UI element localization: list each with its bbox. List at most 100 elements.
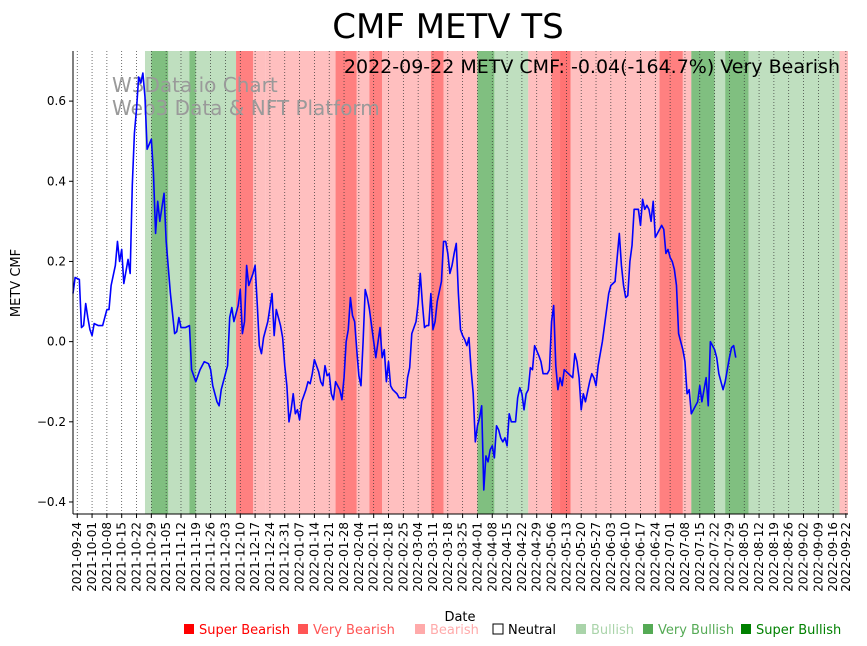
x-tick-label: 2022-02-25 (396, 522, 410, 592)
x-axis-ticks: 2021-09-24 2021-10-01 2021-10-08 2021-10-15… (70, 514, 853, 592)
x-tick-label: 2022-06-10 (619, 522, 633, 592)
region-bearish (265, 51, 336, 514)
x-tick-label: 2021-12-17 (248, 522, 262, 592)
x-tick-label: 2021-12-03 (218, 522, 232, 592)
x-tick-label: 2022-01-07 (293, 522, 307, 592)
x-tick-label: 2022-02-18 (382, 522, 396, 592)
axes (72, 51, 848, 515)
legend-label: Super Bullish (756, 623, 841, 638)
x-tick-label: 2022-05-27 (589, 522, 603, 592)
x-tick-label: 2021-11-12 (174, 522, 188, 592)
watermark-line-1: W3Data.io Chart (112, 73, 278, 97)
region-very-bearish (369, 51, 383, 514)
x-tick-label: 2022-05-13 (559, 522, 573, 592)
x-tick-label: 2021-09-24 (70, 522, 84, 592)
region-bullish (168, 51, 190, 514)
chart-annotation: 2022-09-22 METV CMF: -0.04(-164.7%) Very… (344, 56, 840, 78)
x-tick-label: 2022-07-15 (693, 522, 707, 592)
region-bullish (748, 51, 777, 514)
legend-swatch (576, 624, 586, 634)
y-tick-label: 0.6 (47, 94, 66, 108)
x-tick-label: 2022-03-11 (426, 522, 440, 592)
x-tick-label: 2022-05-20 (574, 522, 588, 592)
legend-swatch (741, 624, 751, 634)
region-bearish (839, 51, 848, 514)
x-tick-label: 2021-11-05 (159, 522, 173, 592)
y-axis-label: METV CMF (9, 249, 24, 317)
sentiment-regions (144, 51, 848, 514)
region-bearish (382, 51, 431, 514)
y-tick-label: 0.0 (47, 335, 66, 349)
x-tick-label: 2021-10-22 (130, 522, 144, 592)
region-bearish (581, 51, 660, 514)
legend-label: Bearish (430, 623, 479, 638)
region-very-bullish (691, 51, 715, 514)
x-tick-label: 2022-03-25 (456, 522, 470, 592)
x-tick-label: 2022-08-26 (782, 522, 796, 592)
region-bearish (356, 51, 370, 514)
x-tick-label: 2022-04-01 (470, 522, 484, 592)
x-tick-label: 2022-04-08 (485, 522, 499, 592)
x-tick-label: 2022-04-15 (500, 522, 514, 592)
x-tick-label: 2022-06-17 (633, 522, 647, 592)
legend-swatch (298, 624, 308, 634)
x-tick-label: 2021-12-31 (278, 522, 292, 592)
x-tick-label: 2021-12-10 (233, 522, 247, 592)
region-bearish (570, 51, 582, 514)
x-tick-label: 2022-06-24 (648, 522, 662, 592)
region-bullish (776, 51, 840, 514)
x-tick-label: 2022-04-22 (515, 522, 529, 592)
x-tick-label: 2022-02-11 (367, 522, 381, 592)
legend-item-very-bearish: Very Bearish (298, 623, 395, 638)
region-very-bullish (151, 51, 169, 514)
legend-item-super-bullish: Super Bullish (741, 623, 841, 638)
x-tick-label: 2022-03-04 (411, 522, 425, 592)
x-tick-label: 2022-08-05 (737, 522, 751, 592)
region-bullish (714, 51, 726, 514)
x-tick-label: 2021-10-15 (115, 522, 129, 592)
legend-swatch (643, 624, 653, 634)
x-tick-label: 2022-01-21 (322, 522, 336, 592)
region-bearish (682, 51, 692, 514)
region-very-bearish (335, 51, 357, 514)
x-tick-label: 2022-01-14 (307, 522, 321, 592)
x-tick-label: 2022-02-04 (352, 522, 366, 592)
legend-swatch (492, 623, 504, 635)
y-tick-label: 0.2 (47, 254, 66, 268)
x-tick-label: 2022-09-09 (811, 522, 825, 592)
region-bearish (443, 51, 478, 514)
watermark-line-2: Web3 Data & NFT Platform (112, 96, 380, 120)
x-tick-label: 2022-08-12 (752, 522, 766, 592)
x-tick-label: 2022-07-22 (708, 522, 722, 592)
region-bullish (494, 51, 529, 514)
x-tick-label: 2021-10-29 (144, 522, 158, 592)
x-tick-label: 2022-08-19 (767, 522, 781, 592)
weekly-grid (76, 51, 847, 514)
legend-item-bullish: Bullish (576, 623, 634, 638)
legend-label: Bullish (591, 623, 634, 638)
x-tick-label: 2022-09-16 (826, 522, 840, 592)
region-very-bearish (659, 51, 683, 514)
legend-item-bearish: Bearish (415, 623, 479, 638)
x-tick-label: 2022-07-08 (678, 522, 692, 592)
region-bullish (195, 51, 237, 514)
legend-label: Super Bearish (199, 623, 290, 638)
x-tick-label: 2022-04-29 (530, 522, 544, 592)
series-group (72, 72, 737, 491)
x-tick-label: 2021-10-08 (100, 522, 114, 592)
x-tick-label: 2022-07-29 (722, 522, 736, 592)
y-tick-label: −0.2 (37, 415, 66, 429)
region-very-bullish (189, 51, 196, 514)
x-tick-label: 2022-06-03 (604, 522, 618, 592)
x-tick-label: 2022-07-01 (663, 522, 677, 592)
legend-label: Very Bearish (313, 623, 395, 638)
region-super-bearish (560, 51, 571, 514)
region-bearish (528, 51, 552, 514)
legend-label: Very Bullish (658, 623, 734, 638)
x-tick-label: 2022-09-22 (839, 522, 853, 592)
region-bullish (144, 51, 152, 514)
x-tick-label: 2022-03-18 (441, 522, 455, 592)
x-axis-label: Date (444, 610, 475, 625)
region-very-bearish (430, 51, 444, 514)
